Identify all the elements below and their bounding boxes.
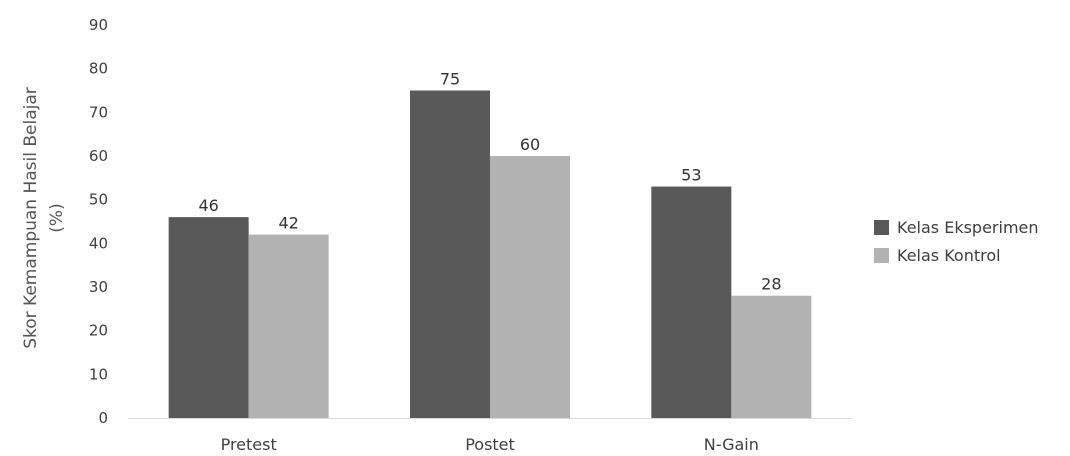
legend-label: Kelas Kontrol <box>897 246 1001 265</box>
data-label: 75 <box>440 70 460 89</box>
y-tick-label: 90 <box>89 16 108 34</box>
y-axis-title-line-1: Skor Kemampuan Hasil Belajar <box>21 87 41 349</box>
y-tick-label: 10 <box>89 365 108 383</box>
bar <box>731 295 812 418</box>
bars <box>168 90 812 418</box>
legend-swatch <box>874 248 889 263</box>
bar <box>490 156 570 418</box>
x-tick-label: N-Gain <box>704 435 759 454</box>
y-axis-ticks: 0 10 20 30 40 50 60 70 80 90 <box>89 16 108 427</box>
legend: Kelas Eksperimen Kelas Kontrol <box>874 218 1039 265</box>
data-label: 46 <box>198 196 218 215</box>
data-label: 42 <box>278 214 298 233</box>
bar <box>410 90 490 418</box>
bar <box>168 217 249 418</box>
y-tick-label: 50 <box>89 191 108 209</box>
y-tick-label: 70 <box>89 103 108 121</box>
y-tick-label: 40 <box>89 234 108 252</box>
y-tick-label: 60 <box>89 147 108 165</box>
data-labels: 46 42 75 60 53 28 <box>198 70 781 294</box>
y-tick-label: 80 <box>89 60 108 78</box>
x-axis-labels: Pretest Postet N-Gain <box>221 435 759 454</box>
y-tick-label: 30 <box>89 278 108 296</box>
data-label: 28 <box>761 275 781 294</box>
y-tick-label: 20 <box>89 322 108 340</box>
data-label: 60 <box>520 135 540 154</box>
bar <box>248 234 329 418</box>
bar <box>651 186 732 418</box>
data-label: 53 <box>681 166 701 185</box>
legend-label: Kelas Eksperimen <box>897 218 1039 237</box>
y-tick-label: 0 <box>98 409 108 427</box>
x-tick-label: Pretest <box>221 435 277 454</box>
y-axis-title-line-2: (%) <box>47 203 67 232</box>
legend-swatch <box>874 220 889 235</box>
x-tick-label: Postet <box>465 435 515 454</box>
y-axis-title: Skor Kemampuan Hasil Belajar (%) <box>21 87 67 349</box>
